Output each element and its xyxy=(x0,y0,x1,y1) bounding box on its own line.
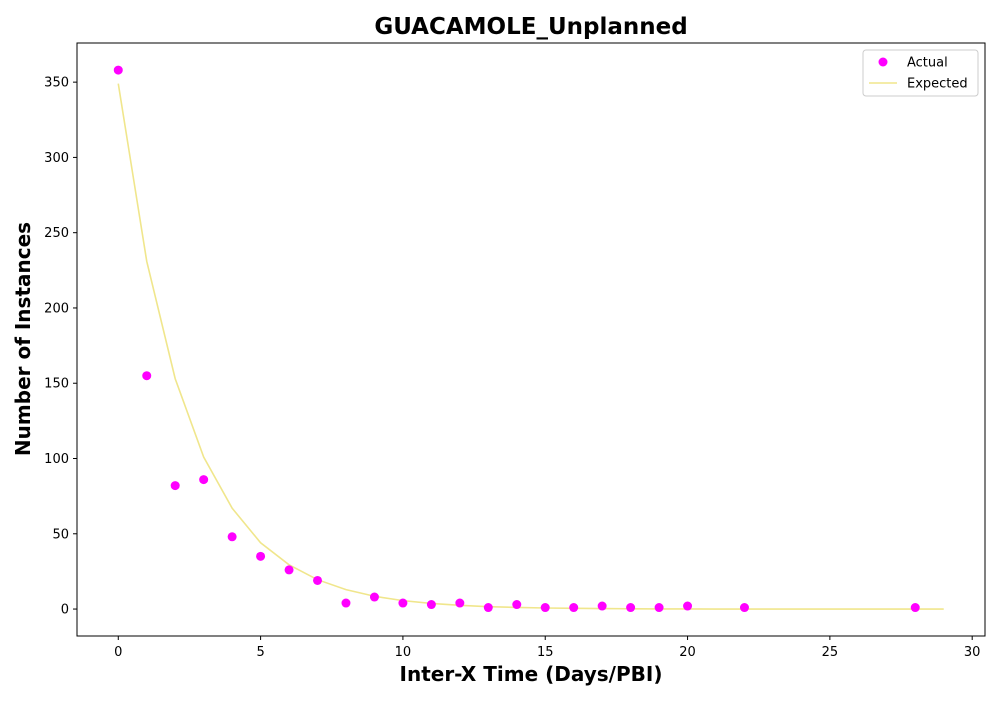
actual-point xyxy=(597,601,607,611)
actual-point xyxy=(256,551,266,561)
actual-point xyxy=(654,603,664,613)
actual-point xyxy=(227,532,237,542)
actual-point xyxy=(455,598,465,608)
x-tick-label: 5 xyxy=(256,645,264,660)
actual-point xyxy=(341,598,351,608)
actual-point xyxy=(426,600,436,610)
y-tick-label: 50 xyxy=(52,527,69,542)
chart-title: GUACAMOLE_Unplanned xyxy=(374,14,687,40)
legend-label: Expected xyxy=(907,77,968,92)
x-tick-label: 30 xyxy=(964,645,981,660)
actual-point xyxy=(683,601,693,611)
y-tick-label: 0 xyxy=(61,603,69,618)
legend: Actual Expected xyxy=(862,49,979,97)
actual-point xyxy=(113,65,123,75)
x-tick-label: 15 xyxy=(537,645,554,660)
x-axis-label: Inter-X Time (Days/PBI) xyxy=(400,662,663,686)
actual-point xyxy=(142,371,152,381)
y-tick-label: 150 xyxy=(44,377,69,392)
x-tick-label: 10 xyxy=(395,645,412,660)
actual-point xyxy=(170,481,180,491)
legend-box xyxy=(862,49,979,97)
y-tick-label: 100 xyxy=(44,452,69,467)
actual-point xyxy=(284,565,294,575)
plot-area xyxy=(76,42,986,637)
actual-point xyxy=(369,592,379,602)
y-tick-label: 350 xyxy=(44,76,69,91)
y-tick-label: 200 xyxy=(44,301,69,316)
actual-point xyxy=(313,575,323,585)
actual-point xyxy=(540,603,550,613)
x-tick-label: 0 xyxy=(114,645,122,660)
actual-point xyxy=(398,598,408,608)
expected-line xyxy=(117,83,944,610)
x-tick-label: 25 xyxy=(822,645,839,660)
y-axis-label: Number of Instances xyxy=(11,222,35,456)
actual-point xyxy=(512,600,522,610)
actual-point xyxy=(739,603,749,613)
y-tick-label: 250 xyxy=(44,226,69,241)
legend-label: Actual xyxy=(907,56,948,71)
actual-point xyxy=(199,475,209,485)
actual-point xyxy=(626,603,636,613)
actual-point xyxy=(910,603,920,613)
actual-point xyxy=(569,603,579,613)
x-tick-label: 20 xyxy=(679,645,696,660)
actual-point xyxy=(483,603,493,613)
data-marks xyxy=(113,65,944,613)
legend-marker-actual xyxy=(878,57,888,67)
plot-frame xyxy=(76,42,986,637)
y-tick-label: 300 xyxy=(44,151,69,166)
